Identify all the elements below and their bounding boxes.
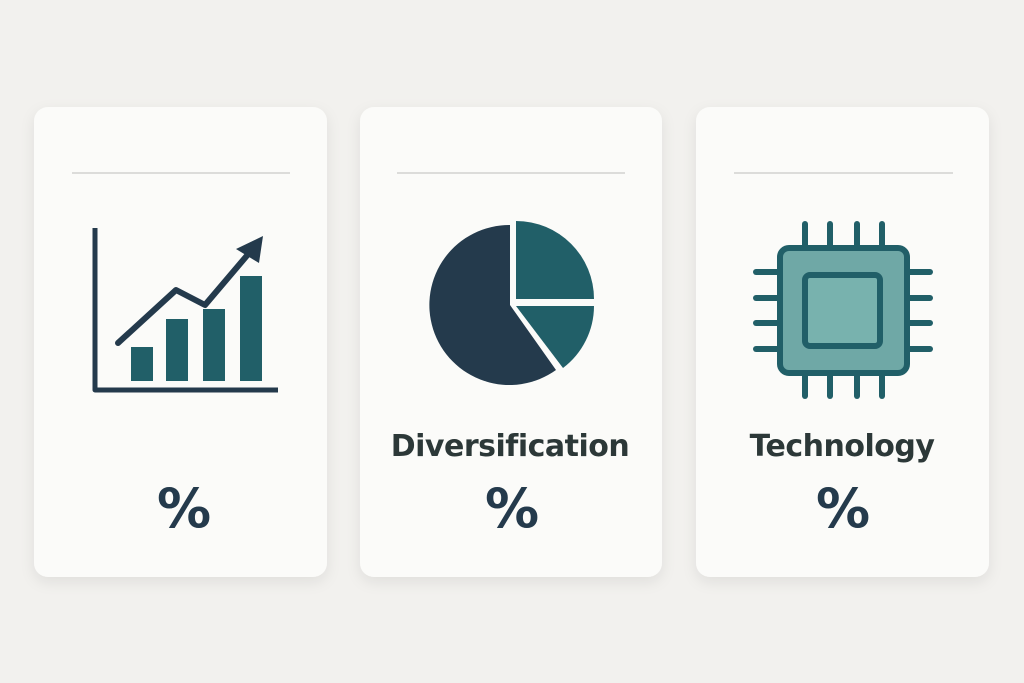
chip-icon (753, 221, 933, 399)
card-value: % (157, 477, 211, 540)
card: Diversification % (360, 107, 662, 577)
card: % (34, 107, 327, 577)
pie-icon (429, 221, 594, 385)
card-value: % (816, 477, 870, 540)
card-value: % (485, 477, 539, 540)
card-label: Technology (750, 429, 936, 464)
card: Technology % (696, 107, 989, 577)
growth-icon (92, 228, 278, 393)
card-label: Diversification (391, 429, 629, 464)
